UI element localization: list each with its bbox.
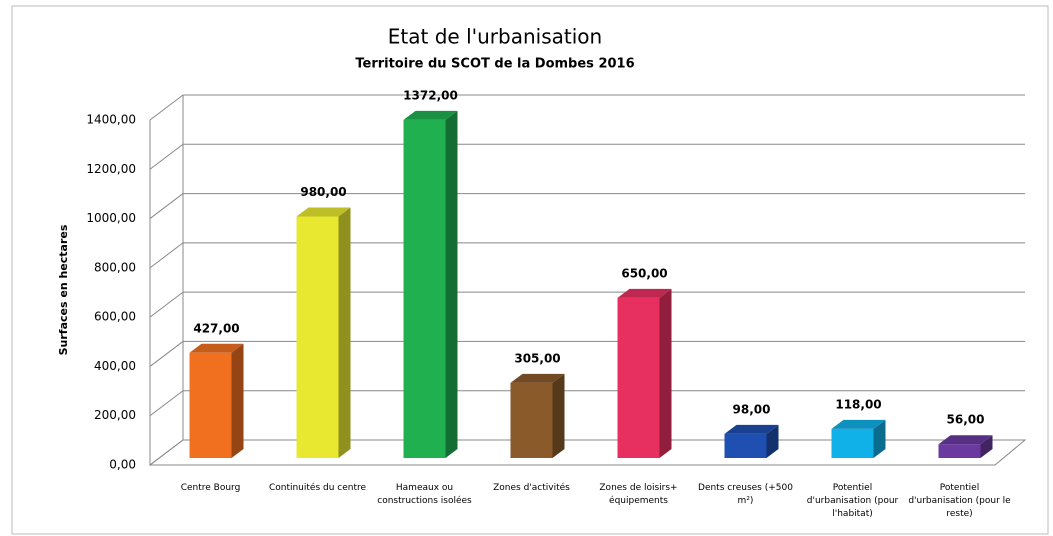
bar-top: [938, 435, 993, 445]
bar-top: [403, 110, 458, 120]
grid-line-side: [149, 439, 184, 466]
grid-line-side: [149, 94, 184, 121]
bar: [617, 297, 660, 458]
value-label: 1372,00: [403, 88, 458, 102]
grid-line-side: [149, 341, 184, 367]
bar: [938, 444, 981, 458]
bar-side: [338, 207, 351, 458]
y-tick-label: 400,00: [94, 359, 136, 373]
bar-side: [445, 110, 458, 459]
value-label: 118,00: [835, 397, 881, 411]
x-tick-label: Continuités du centre: [268, 483, 367, 493]
floor: [148, 439, 1027, 466]
value-label: 305,00: [514, 351, 560, 365]
value-label: 427,00: [193, 321, 239, 335]
bar: [403, 119, 446, 459]
x-tick-label: Potentiel d'urbanisation (pour le reste): [908, 483, 1011, 519]
value-label: 98,00: [733, 402, 771, 416]
bar-side: [873, 419, 886, 458]
y-tick-label: 800,00: [94, 260, 136, 274]
bar: [296, 216, 339, 458]
x-tick-label: Hameaux ou constructions isolées: [377, 483, 472, 506]
bar-top: [831, 419, 886, 429]
y-tick-label: 1000,00: [86, 211, 136, 225]
y-tick-label: 1200,00: [86, 162, 136, 176]
x-tick-label: Zones de loisirs+ équipements: [599, 483, 678, 506]
bar-side: [659, 288, 672, 458]
value-label: 650,00: [621, 266, 667, 280]
grid-line-side: [149, 291, 184, 318]
chart-title: Etat de l'urbanisation: [388, 25, 602, 49]
bar: [189, 352, 232, 458]
value-label: 56,00: [947, 413, 985, 427]
x-tick-label: Zones d'activités: [493, 483, 570, 493]
grid-line-side: [149, 143, 184, 170]
y-tick-label: 200,00: [94, 408, 136, 422]
bar: [510, 382, 553, 458]
bar-side: [552, 373, 565, 458]
bar: [724, 433, 767, 458]
y-tick-label: 1400,00: [86, 113, 136, 127]
bar-top: [510, 373, 565, 383]
grid-line-side: [149, 390, 184, 417]
bar-top: [189, 343, 244, 353]
bar-side: [231, 343, 244, 458]
bar-side: [766, 424, 779, 458]
x-tick-label: Dents creuses (+500 m²): [698, 483, 793, 506]
bar-top: [724, 424, 779, 434]
bar-top: [296, 207, 351, 217]
chart-subtitle: Territoire du SCOT de la Dombes 2016: [355, 57, 634, 72]
back-wall: [183, 95, 1025, 440]
y-tick-label: 600,00: [94, 310, 136, 324]
grid-line-side: [149, 193, 184, 219]
bar-side: [980, 435, 993, 458]
bar: [831, 428, 874, 458]
x-tick-label: Centre Bourg: [180, 483, 241, 493]
y-axis-label: Surfaces en hectares: [57, 224, 70, 355]
y-tick-label: 0,00: [109, 458, 136, 472]
x-tick-label: Potentiel d'urbanisation (pour l'habitat…: [806, 483, 899, 519]
value-label: 980,00: [300, 185, 346, 199]
bar-top: [617, 288, 672, 298]
grid-line-side: [149, 242, 184, 269]
